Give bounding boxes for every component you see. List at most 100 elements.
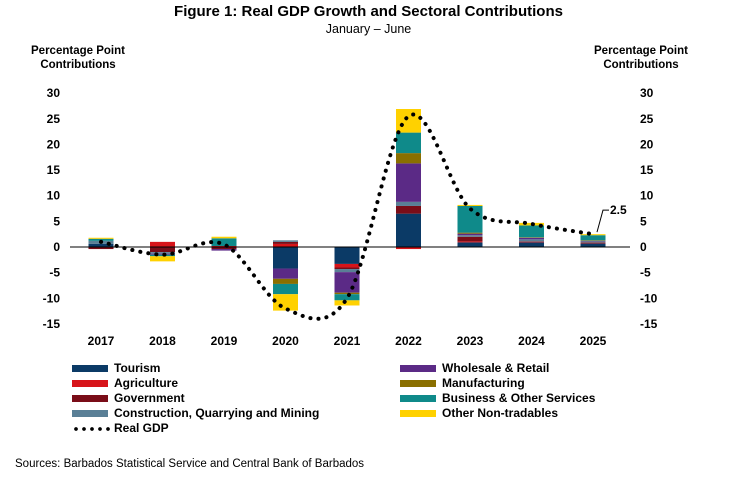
bar-segment (334, 267, 360, 270)
x-tick-label: 2023 (457, 334, 484, 348)
bar-segment (88, 247, 114, 250)
bar-segment (519, 237, 544, 238)
x-tick-label: 2020 (272, 334, 299, 348)
bar-segment (457, 236, 483, 242)
bar-segment (150, 254, 175, 257)
legend-label: Wholesale & Retail (442, 361, 550, 375)
bar-segment (519, 225, 544, 238)
bar-segment (519, 241, 544, 242)
bar-segment (334, 294, 360, 301)
bar-segment (334, 269, 360, 273)
bar-segment (334, 247, 360, 264)
chart-title: Figure 1: Real GDP Growth and Sectoral C… (174, 3, 563, 20)
y-tick-label-right: 30 (640, 86, 654, 100)
legend-label: Real GDP (114, 421, 169, 435)
bar-segment (211, 236, 237, 239)
bar-segment (580, 234, 606, 236)
bar-segment (88, 238, 114, 241)
bar-segment (396, 109, 421, 133)
bar-segment (580, 240, 606, 241)
bar-segment (396, 163, 421, 202)
bar-segment (273, 283, 298, 295)
legend-swatch (400, 380, 436, 387)
bar-segment (273, 243, 298, 247)
bar-segment (519, 242, 544, 247)
bar-segment (519, 241, 544, 243)
bar-segment (580, 242, 606, 244)
bar-segment (88, 243, 114, 247)
bar-segment (396, 153, 421, 164)
y-tick-label-left: 10 (47, 189, 61, 203)
y-tick-label-right: 0 (640, 240, 647, 254)
bar-segment (396, 132, 421, 154)
bar-segment (150, 252, 175, 254)
bar-segment (88, 237, 114, 239)
bar-segment (396, 247, 421, 250)
bar-segment (457, 204, 483, 206)
chart-subtitle: January – June (325, 22, 412, 36)
bar-segment (580, 235, 606, 241)
legend-label: Agriculture (114, 376, 179, 390)
bar-segment (334, 292, 360, 295)
y-tick-label-right: -10 (640, 291, 658, 305)
legend-label: Government (114, 391, 185, 405)
bar-segment (150, 247, 175, 253)
bar-segment (580, 240, 606, 242)
bar-segment (211, 238, 237, 246)
x-tick-label: 2019 (211, 334, 238, 348)
source-note: Sources: Barbados Statistical Service an… (15, 458, 365, 470)
legend-swatch (72, 365, 108, 372)
bar-segment (334, 300, 360, 306)
y-tick-label-left: -15 (43, 317, 61, 331)
bar-segment (273, 247, 298, 269)
legend-swatch (400, 365, 436, 372)
y-tick-label-left: -10 (43, 291, 61, 305)
legend-swatch (72, 395, 108, 402)
bar-segment (334, 263, 360, 268)
y-tick-label-right: 10 (640, 189, 654, 203)
legend-label: Construction, Quarrying and Mining (114, 406, 320, 420)
bar-segment (211, 249, 237, 251)
y-tick-label-left: 30 (47, 86, 61, 100)
legend-swatch (400, 395, 436, 402)
bar-segment (396, 201, 421, 206)
bar-segment (396, 213, 421, 247)
x-tick-label: 2021 (334, 334, 361, 348)
legend-swatch (400, 410, 436, 417)
y-tick-label-left: 25 (47, 112, 61, 126)
y-tick-label-right: -15 (640, 317, 658, 331)
legend-label: Business & Other Services (442, 391, 596, 405)
y-tick-label-right: 15 (640, 163, 654, 177)
y-tick-label-right: 20 (640, 137, 654, 151)
legend-dots (72, 427, 112, 431)
y-tick-label-left: -5 (49, 266, 60, 280)
x-tick-label: 2025 (580, 334, 607, 348)
bar-segment (211, 247, 237, 250)
annotation-label: 2.5 (610, 203, 627, 217)
bar-segment (150, 241, 175, 247)
legend-label: Tourism (114, 361, 161, 375)
bar-segment (273, 294, 298, 311)
bar-segment (457, 242, 483, 247)
x-tick-label: 2017 (88, 334, 115, 348)
y-tick-label-left: 15 (47, 163, 61, 177)
legend-swatch (72, 380, 108, 387)
bar-segment (396, 205, 421, 214)
bar-segment (457, 241, 483, 243)
bar-segment (580, 242, 606, 243)
legend-swatch (72, 410, 108, 417)
bar-segment (457, 233, 483, 236)
x-tick-label: 2018 (149, 334, 176, 348)
bar-segment (273, 268, 298, 279)
y-tick-label-left: 5 (53, 214, 60, 228)
x-tick-label: 2022 (395, 334, 422, 348)
bar-segment (273, 240, 298, 242)
bar-segment (457, 232, 483, 234)
bar-segment (334, 272, 360, 293)
y-tick-label-right: 5 (640, 214, 647, 228)
annotation-leader (596, 209, 609, 233)
y-tick-label-right: -5 (640, 266, 651, 280)
y-axis-label-right: Percentage Point Contributions (594, 45, 688, 71)
legend-label: Other Non-tradables (442, 406, 559, 420)
